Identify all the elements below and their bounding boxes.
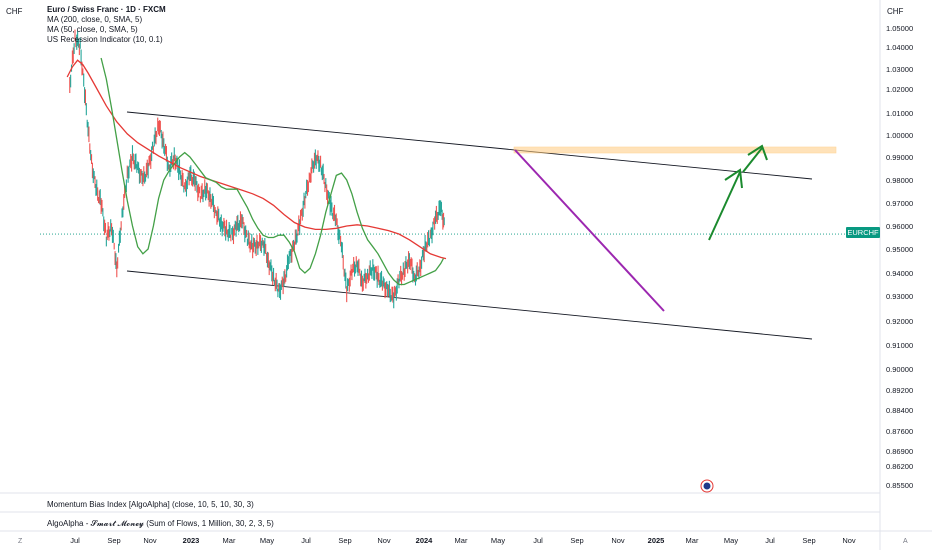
indicator-ma50[interactable]: MA (50, close, 0, SMA, 5)	[47, 25, 138, 34]
x-tick-label: Jul	[533, 536, 543, 545]
zoom-reset-icon[interactable]: Z	[18, 538, 23, 545]
projection-arrow-1	[708, 171, 741, 241]
x-tick-label: 2024	[416, 536, 434, 545]
currency-label-left: CHF	[6, 7, 23, 16]
x-tick-label: 2025	[648, 536, 665, 545]
y-tick-label: 0.89200	[886, 386, 913, 395]
y-tick-label: 1.02000	[886, 85, 913, 94]
auto-scale-icon[interactable]: A	[903, 538, 908, 545]
y-tick-label: 1.05000	[886, 24, 913, 33]
y-tick-label: 0.96000	[886, 222, 913, 231]
y-tick-label: 0.93000	[886, 292, 913, 301]
y-tick-label: 0.90000	[886, 365, 913, 374]
resistance-zone	[513, 146, 837, 154]
y-tick-label: 0.91000	[886, 341, 913, 350]
x-tick-label: May	[260, 536, 274, 545]
x-tick-label: Nov	[842, 536, 856, 545]
momentum-panel-label[interactable]: Momentum Bias Index [AlgoAlpha] (close, …	[47, 500, 254, 509]
recession-marker-core	[703, 482, 711, 490]
y-tick-label: 0.92000	[886, 317, 913, 326]
x-tick-label: May	[491, 536, 505, 545]
x-tick-label: Nov	[611, 536, 625, 545]
symbol-price-tag: EURCHF	[846, 227, 880, 238]
x-tick-label: Mar	[686, 536, 699, 545]
y-tick-label: 0.88400	[886, 406, 913, 415]
x-tick-label: Mar	[223, 536, 236, 545]
channel-lower-line	[126, 270, 813, 340]
x-tick-label: Sep	[107, 536, 120, 545]
projection-arrow-head-2	[747, 144, 768, 161]
projection-arrow-2	[742, 147, 763, 173]
x-tick-label: Jul	[70, 536, 80, 545]
x-tick-label: Jul	[301, 536, 311, 545]
x-tick-label: Sep	[802, 536, 815, 545]
ma50-line	[100, 57, 444, 286]
chart-legend: Euro / Swiss Franc · 1D · FXCM MA (200, …	[47, 5, 166, 45]
ma200-line	[66, 59, 447, 260]
x-tick-label: Mar	[455, 536, 468, 545]
x-tick-label: Jul	[765, 536, 775, 545]
currency-label-right: CHF	[887, 7, 904, 16]
channel-upper-line	[126, 111, 813, 180]
purple-trendline	[514, 149, 665, 312]
x-tick-label: Sep	[570, 536, 583, 545]
y-tick-label: 0.86200	[886, 462, 913, 471]
indicator-ma200[interactable]: MA (200, close, 0, SMA, 5)	[47, 15, 143, 24]
x-tick-label: May	[724, 536, 738, 545]
x-tick-label: 2023	[183, 536, 200, 545]
y-tick-label: 0.99000	[886, 153, 913, 162]
y-tick-label: 1.03000	[886, 65, 913, 74]
y-tick-label: 1.04000	[886, 43, 913, 52]
y-tick-label: 0.87600	[886, 427, 913, 436]
y-tick-label: 0.98000	[886, 176, 913, 185]
y-tick-label: 0.86900	[886, 447, 913, 456]
symbol-title[interactable]: Euro / Swiss Franc · 1D · FXCM	[47, 5, 166, 14]
y-tick-label: 0.94000	[886, 269, 913, 278]
y-tick-label: 1.01000	[886, 109, 913, 118]
y-tick-label: 1.00000	[886, 131, 913, 140]
x-tick-label: Nov	[377, 536, 391, 545]
x-tick-label: Nov	[143, 536, 157, 545]
y-tick-label: 0.95000	[886, 245, 913, 254]
x-tick-label: Sep	[338, 536, 351, 545]
smart-money-panel-label[interactable]: AlgoAlpha - 𝓢𝓶𝓪𝓻𝓽 𝓜𝓸𝓷𝓮𝔂 (Sum of Flows, 1…	[47, 519, 274, 528]
indicator-recession[interactable]: US Recession Indicator (10, 0.1)	[47, 35, 163, 44]
projection-arrow-head-1	[724, 168, 743, 189]
y-tick-label: 0.85500	[886, 481, 913, 490]
y-tick-label: 0.97000	[886, 199, 913, 208]
